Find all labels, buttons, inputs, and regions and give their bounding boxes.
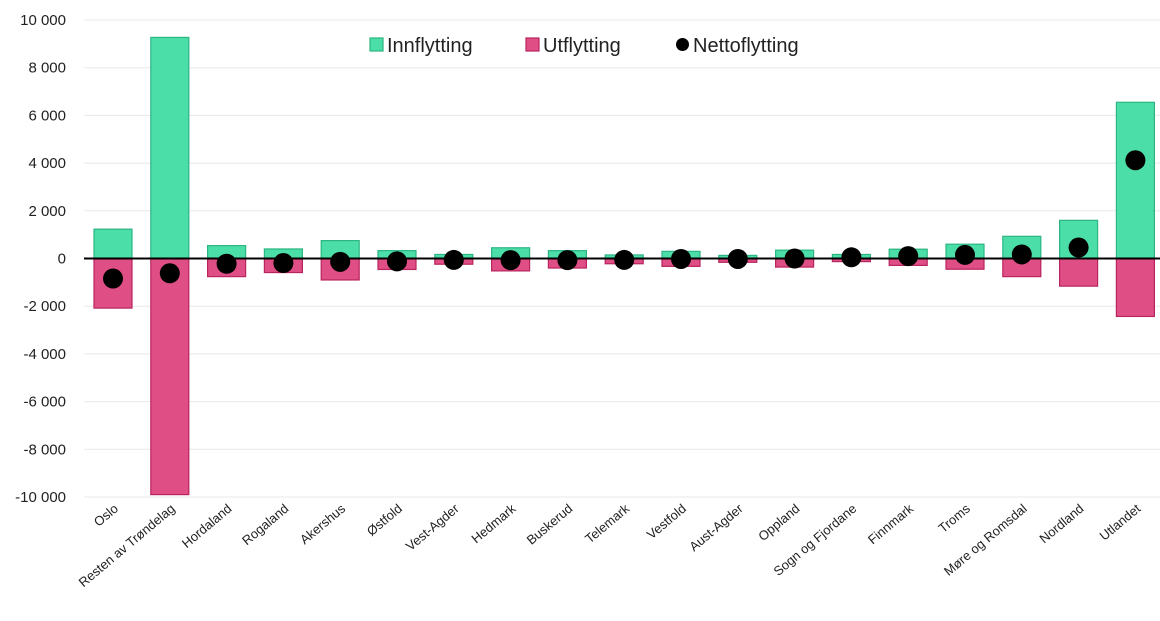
net-marker bbox=[443, 249, 464, 270]
category-label: Resten av Trøndelag bbox=[76, 501, 178, 590]
bar-utflytting bbox=[150, 257, 190, 496]
net-marker bbox=[1011, 244, 1032, 265]
category-label: Oslo bbox=[91, 501, 121, 530]
category-label: Telemark bbox=[582, 500, 632, 546]
category-label: Akershus bbox=[297, 500, 349, 547]
legend-item-innflytting: Innflytting bbox=[369, 35, 473, 57]
legend-label: Nettoflytting bbox=[693, 35, 799, 57]
category-label: Utlandet bbox=[1097, 501, 1144, 544]
category-label: Oppland bbox=[755, 501, 802, 544]
y-tick-label: -4 000 bbox=[23, 346, 66, 363]
legend: Innflytting Utflytting Nettoflytting bbox=[369, 35, 799, 57]
y-tick-label: 4 000 bbox=[28, 155, 66, 172]
net-marker bbox=[784, 248, 805, 269]
net-marker bbox=[671, 248, 691, 269]
net-marker bbox=[841, 247, 862, 268]
bar-utflytting bbox=[1058, 257, 1099, 287]
category-label: Finnmark bbox=[865, 500, 917, 547]
gridlines bbox=[84, 19, 1160, 498]
legend-swatch bbox=[525, 37, 540, 52]
net-marker bbox=[955, 244, 975, 265]
category-label: Vestfold bbox=[644, 501, 689, 542]
y-tick-label: 6 000 bbox=[28, 107, 66, 124]
legend-item-nettoflytting: Nettoflytting bbox=[676, 35, 799, 57]
category-label: Vest-Agder bbox=[403, 500, 462, 553]
net-marker bbox=[330, 251, 351, 272]
category-label: Østfold bbox=[364, 501, 405, 539]
net-marker bbox=[1125, 150, 1146, 171]
y-tick-label: -8 000 bbox=[23, 441, 66, 458]
net-marker bbox=[500, 250, 521, 271]
bar-innflytting bbox=[1115, 101, 1156, 260]
y-tick-label: -6 000 bbox=[23, 394, 66, 411]
net-marker bbox=[557, 250, 578, 271]
y-tick-label: 2 000 bbox=[28, 203, 66, 220]
legend-item-utflytting: Utflytting bbox=[525, 35, 621, 57]
y-tick-label: 0 bbox=[58, 251, 66, 268]
y-tick-label: 10 000 bbox=[20, 12, 66, 29]
legend-swatch bbox=[369, 37, 384, 52]
net-marker bbox=[103, 268, 123, 289]
category-label: Buskerud bbox=[524, 501, 576, 548]
net-marker bbox=[614, 249, 635, 270]
net-markers bbox=[103, 150, 1146, 289]
legend-swatch bbox=[676, 38, 689, 51]
net-marker bbox=[273, 253, 294, 274]
y-axis: 10 000 8 000 6 000 4 000 2 000 0 -2 000 -4 000 -… bbox=[15, 12, 66, 506]
y-tick-label: 8 000 bbox=[28, 60, 66, 77]
net-marker bbox=[898, 246, 919, 267]
category-label: Hordaland bbox=[179, 501, 235, 551]
category-label: Aust-Agder bbox=[686, 500, 746, 554]
y-tick-label: -2 000 bbox=[23, 298, 66, 315]
category-label: Rogaland bbox=[239, 501, 291, 548]
category-label: Hedmark bbox=[468, 500, 518, 546]
bar-innflytting bbox=[150, 36, 190, 260]
net-marker bbox=[1068, 237, 1089, 258]
net-marker bbox=[727, 248, 748, 269]
legend-label: Innflytting bbox=[387, 35, 473, 57]
category-label: Troms bbox=[935, 500, 973, 535]
category-label: Nordland bbox=[1036, 501, 1086, 546]
net-marker bbox=[159, 263, 180, 284]
legend-label: Utflytting bbox=[543, 35, 621, 57]
bar-utflytting bbox=[1115, 257, 1156, 318]
bar-innflytting bbox=[93, 228, 133, 260]
y-tick-label: -10 000 bbox=[15, 489, 66, 506]
net-marker bbox=[387, 251, 407, 272]
net-marker bbox=[216, 253, 237, 274]
